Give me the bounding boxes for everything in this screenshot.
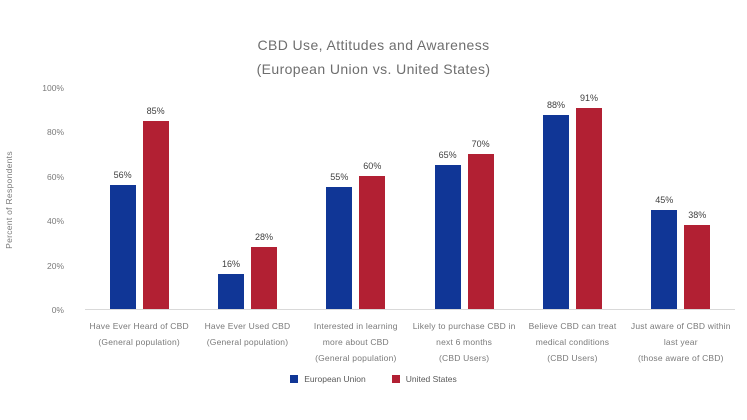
bar-value-label: 88% (546, 99, 565, 110)
bar-value-label: 55% (330, 172, 349, 183)
bar-group: 65% 70% (410, 88, 518, 309)
category-label: Have Ever Heard of CBD (General populatio… (89, 321, 189, 347)
y-tick-label: 100% (42, 83, 64, 93)
bar-group: 45% 38% (627, 88, 735, 309)
bar-group: 55% 60% (302, 88, 410, 309)
y-axis-title: Percent of Respondents (4, 151, 14, 249)
bar-value-label: 16% (221, 258, 240, 269)
legend-item-european-union: European Union (290, 374, 366, 384)
bar-european-union: 55% (326, 172, 353, 309)
bar-united-states: 28% (250, 232, 277, 309)
category-label: Just aware of CBD within last year (those … (630, 321, 731, 363)
bar-value-label: 65% (438, 150, 457, 161)
legend-label: European Union (304, 374, 366, 384)
bar-united-states: 38% (684, 210, 711, 309)
x-axis-category-labels: Have Ever Heard of CBD (General populatio… (85, 318, 735, 366)
legend-item-united-states: United States (391, 374, 457, 384)
y-tick-label: 0% (51, 305, 64, 315)
bar-united-states: 60% (359, 161, 386, 309)
bar-european-union: 88% (542, 100, 569, 309)
y-tick-label: 80% (46, 127, 64, 138)
chart-title: CBD Use, Attitudes and Awareness (Europe… (0, 33, 747, 81)
chart-title-line1: CBD Use, Attitudes and Awareness (257, 37, 490, 53)
bar-value-label: 38% (688, 210, 707, 221)
legend-swatch-icon (290, 375, 299, 383)
bar-european-union: 65% (434, 150, 461, 309)
y-tick-label: 20% (46, 260, 64, 271)
bar-value-label: 85% (146, 106, 165, 117)
y-tick-label: 40% (46, 216, 64, 227)
bar-group: 56% 85% (85, 88, 193, 309)
legend: European Union United States (0, 374, 747, 384)
bar-value-label: 56% (113, 170, 132, 181)
bar-value-label: 91% (579, 92, 598, 103)
bar-value-label: 28% (254, 232, 273, 243)
chart-title-line2: (European Union vs. United States) (256, 61, 491, 77)
legend-label: United States (405, 374, 457, 384)
category-label: Interested in learning more about CBD (Gen… (313, 321, 398, 363)
bar-value-label: 45% (655, 194, 674, 205)
y-tick-label: 60% (46, 171, 64, 182)
bar-european-union: 45% (651, 195, 678, 309)
category-label: Likely to purchase CBD in next 6 months (C… (412, 321, 516, 363)
bar-value-label: 60% (363, 161, 382, 172)
bar-value-label: 70% (471, 139, 490, 150)
bar-european-union: 56% (109, 170, 136, 309)
bar-united-states: 70% (467, 139, 494, 309)
bar-united-states: 85% (142, 106, 169, 309)
bar-group: 88% 91% (518, 88, 626, 309)
bar-united-states: 91% (575, 93, 602, 309)
plot-area: 56% 85% 16% 28% 55% 60% 65% 70% 88% 91% 45% 38% (85, 88, 735, 310)
category-label: Have Ever Used CBD (General population) (204, 321, 291, 347)
legend-swatch-icon (391, 375, 400, 383)
category-label: Believe CBD can treat medical conditions(… (528, 321, 617, 363)
bar-european-union: 16% (217, 259, 244, 309)
bar-group: 16% 28% (193, 88, 301, 309)
